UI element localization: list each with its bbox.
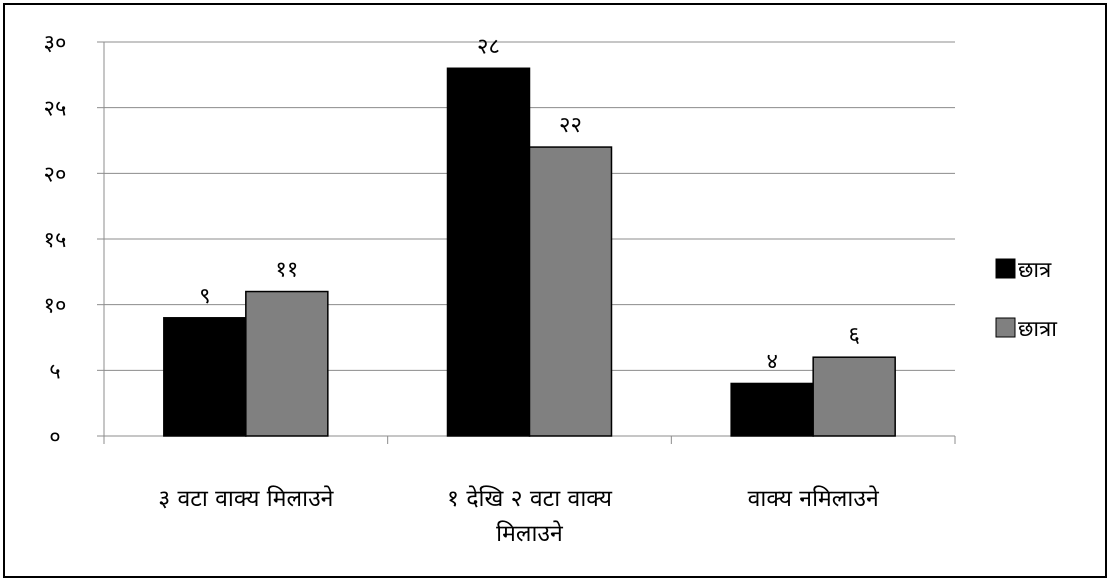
bar-chhatra-1 bbox=[446, 67, 531, 437]
legend-swatch-0 bbox=[995, 258, 1016, 279]
bar-chhatra-f-2 bbox=[812, 356, 896, 437]
data-label-0-1: २८ bbox=[477, 34, 500, 59]
y-tick-label-6: ३० bbox=[44, 31, 67, 56]
data-label-0-2: ४ bbox=[766, 349, 777, 374]
x-category-label-1-0: १ देखि २ वटा वाक्य bbox=[447, 485, 613, 512]
y-tick-label-5: २५ bbox=[44, 97, 67, 122]
bar-chhatra-2 bbox=[730, 382, 814, 437]
bar-chhatra-f-0 bbox=[245, 290, 329, 437]
x-category-label-1-1: मिलाउने bbox=[496, 520, 564, 547]
bar-chhatra-0 bbox=[163, 317, 247, 437]
legend-label-0: छात्र bbox=[1018, 258, 1052, 283]
y-tick-label-1: ५ bbox=[49, 359, 60, 384]
legend-label-1: छात्रा bbox=[1018, 317, 1057, 342]
x-category-label-2-0: वाक्य नमिलाउने bbox=[748, 485, 880, 512]
x-category-label-0-0: ३ वटा वाक्य मिलाउने bbox=[158, 485, 334, 512]
y-tick-label-2: १० bbox=[44, 294, 67, 319]
data-label-1-1: २२ bbox=[559, 113, 582, 138]
data-label-1-0: ११ bbox=[275, 258, 298, 283]
y-tick-label-4: २० bbox=[44, 162, 67, 187]
y-tick-label-0: ० bbox=[49, 425, 60, 450]
data-label-0-0: ९ bbox=[199, 284, 210, 309]
bar-chhatra-f-1 bbox=[528, 146, 613, 437]
y-tick-label-3: १५ bbox=[44, 228, 67, 253]
legend-swatch-1 bbox=[995, 317, 1016, 338]
data-label-1-2: ६ bbox=[848, 323, 859, 348]
